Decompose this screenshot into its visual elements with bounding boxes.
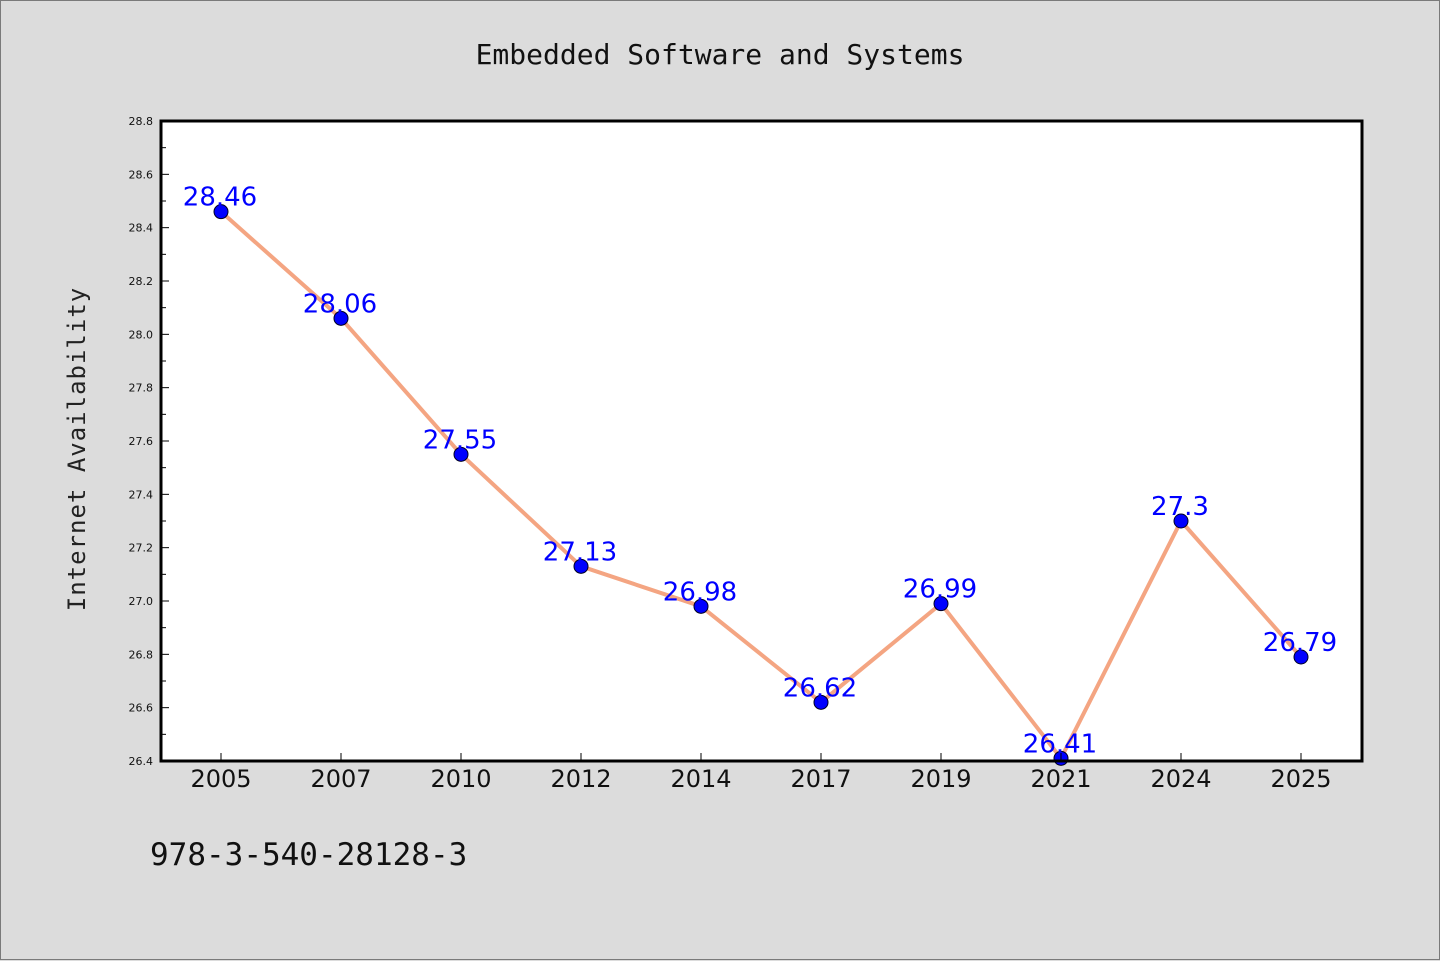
x-tick-label: 2007 <box>310 765 371 793</box>
x-tick-label: 2014 <box>670 765 731 793</box>
x-tick-label: 2017 <box>790 765 851 793</box>
data-label: 26.79 <box>1263 628 1337 658</box>
y-tick-label: 26.6 <box>129 702 154 715</box>
y-tick-label: 27.8 <box>129 382 154 395</box>
data-label: 27.55 <box>423 425 497 455</box>
plot-area <box>161 121 1362 761</box>
x-tick-label: 2010 <box>430 765 491 793</box>
data-label: 28.46 <box>183 183 257 213</box>
x-tick-label: 2012 <box>550 765 611 793</box>
y-axis: 26.4 26.6 26.8 27.0 27.2 27.4 27.6 27.8 28.0 28.2… <box>129 115 169 768</box>
data-point <box>573 558 589 574</box>
data-point <box>333 310 349 326</box>
y-tick-label: 27.6 <box>129 435 154 448</box>
x-tick-label: 2025 <box>1270 765 1331 793</box>
data-point <box>693 598 709 614</box>
x-axis: 2005 2007 2010 2012 2014 2017 2019 2021 2024 2025 <box>190 753 1332 793</box>
y-tick-label: 27.4 <box>129 488 154 501</box>
data-label: 26.41 <box>1023 729 1097 759</box>
data-label: 26.98 <box>663 577 737 607</box>
data-point <box>933 596 949 612</box>
x-tick-label: 2021 <box>1030 765 1091 793</box>
plot-border <box>159 119 1364 763</box>
data-label: 26.62 <box>783 673 857 703</box>
y-tick-label: 28.4 <box>129 222 154 235</box>
x-tick-label: 2019 <box>910 765 971 793</box>
x-tick-label: 2024 <box>1150 765 1211 793</box>
y-tick-label: 28.8 <box>129 115 154 128</box>
data-point <box>453 446 469 462</box>
data-point <box>1293 649 1309 665</box>
y-tick-label: 28.0 <box>129 328 154 341</box>
chart-title: Embedded Software and Systems <box>476 38 965 71</box>
series-line-group <box>219 210 1303 761</box>
y-tick-label: 26.8 <box>129 648 154 661</box>
data-label: 27.3 <box>1151 492 1209 522</box>
isbn-footnote: 978-3-540-28128-3 <box>150 837 467 873</box>
y-tick-label: 27.0 <box>129 595 154 608</box>
data-point <box>813 694 829 710</box>
y-tick-label: 26.4 <box>129 755 154 768</box>
data-label: 28.06 <box>303 289 377 319</box>
data-labels: 28.46 28.06 27.55 27.13 26.98 26.62 26.99 26.41… <box>183 183 1337 760</box>
y-tick-label: 27.2 <box>129 542 154 555</box>
y-tick-label: 28.6 <box>129 168 154 181</box>
data-label: 27.13 <box>543 537 617 567</box>
data-point <box>1173 513 1189 529</box>
series-line <box>219 210 1303 761</box>
x-tick-label: 2005 <box>190 765 251 793</box>
y-tick-label: 28.2 <box>129 275 154 288</box>
data-point <box>213 204 229 220</box>
data-label: 26.99 <box>903 575 977 605</box>
y-axis-title: Internet Availability <box>63 287 91 611</box>
